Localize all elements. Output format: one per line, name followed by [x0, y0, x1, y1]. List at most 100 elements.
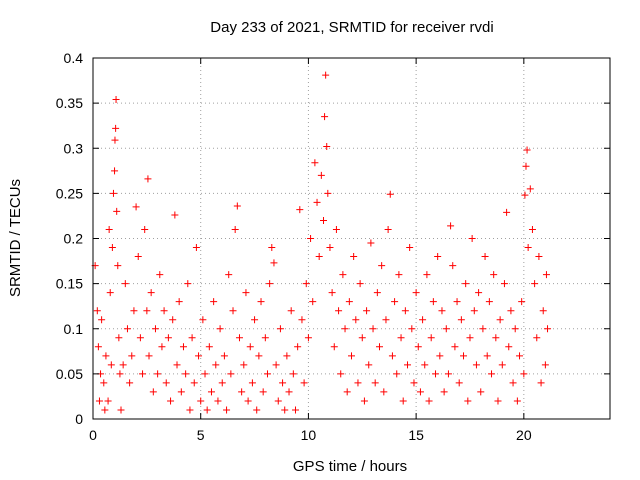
- data-point: [399, 397, 407, 405]
- data-point: [203, 406, 211, 414]
- data-point: [541, 361, 549, 369]
- y-tick-label: 0.25: [56, 185, 83, 201]
- data-point: [393, 370, 401, 378]
- grid-lines: [93, 58, 610, 419]
- data-point: [410, 379, 418, 387]
- y-tick-label: 0.1: [64, 321, 84, 337]
- data-point: [322, 71, 330, 79]
- data-point: [356, 280, 364, 288]
- data-point: [154, 370, 162, 378]
- data-point: [457, 316, 465, 324]
- data-point: [483, 352, 491, 360]
- data-point: [160, 307, 168, 315]
- x-tick-label: 10: [301, 427, 317, 443]
- data-point: [432, 370, 440, 378]
- data-point: [526, 185, 534, 193]
- data-point: [464, 397, 472, 405]
- data-point: [319, 216, 327, 224]
- data-point: [380, 388, 388, 396]
- data-point: [384, 225, 392, 233]
- data-point: [321, 113, 329, 121]
- data-point: [369, 325, 377, 333]
- data-point: [382, 316, 390, 324]
- data-point: [223, 406, 231, 414]
- y-tick-label: 0.2: [64, 231, 84, 247]
- data-point: [324, 189, 332, 197]
- data-point: [242, 289, 250, 297]
- data-point: [350, 253, 358, 261]
- data-point: [296, 206, 304, 214]
- x-axis-title: GPS time / hours: [293, 458, 407, 475]
- data-point: [505, 343, 513, 351]
- data-point: [144, 175, 152, 183]
- data-point: [444, 370, 452, 378]
- data-point: [449, 262, 457, 270]
- data-point: [528, 225, 536, 233]
- data-point: [101, 406, 109, 414]
- data-point: [300, 379, 308, 387]
- data-point: [539, 307, 547, 315]
- data-point: [283, 352, 291, 360]
- data-point: [179, 343, 187, 351]
- data-point: [509, 379, 517, 387]
- data-point: [126, 379, 134, 387]
- data-point: [207, 388, 215, 396]
- data-point: [94, 343, 102, 351]
- data-point: [330, 343, 338, 351]
- y-tick-label: 0.3: [64, 140, 84, 156]
- data-point: [404, 361, 412, 369]
- data-point: [468, 235, 476, 242]
- data-point: [139, 370, 147, 378]
- data-point: [285, 388, 293, 396]
- data-point: [537, 379, 545, 387]
- y-axis-title: SRMTID / TECUs: [7, 179, 24, 297]
- data-point: [210, 298, 218, 306]
- data-point: [337, 370, 345, 378]
- data-point: [108, 244, 116, 252]
- data-point: [272, 361, 280, 369]
- data-point: [116, 370, 124, 378]
- axis-ticks: 0 5 10 15 20 0 0.05 0.1 0.15 0.2 0.25 0.3 0.35 0.4: [56, 50, 610, 443]
- y-tick-label: 0.4: [64, 50, 84, 66]
- data-point: [419, 316, 427, 324]
- data-point: [111, 136, 119, 144]
- data-point: [348, 352, 355, 360]
- data-point: [289, 370, 297, 378]
- data-point: [367, 239, 375, 247]
- data-point: [167, 397, 175, 405]
- data-point: [162, 379, 170, 387]
- x-tick-label: 20: [516, 427, 532, 443]
- data-point: [251, 316, 259, 324]
- data-point: [358, 334, 366, 342]
- data-point: [151, 325, 159, 333]
- x-tick-label: 15: [408, 427, 424, 443]
- data-point: [190, 379, 198, 387]
- data-point: [309, 298, 317, 306]
- data-point: [106, 289, 114, 297]
- y-tick-label: 0: [75, 411, 83, 427]
- data-point: [481, 253, 489, 261]
- data-point: [492, 334, 500, 342]
- data-point: [542, 271, 550, 279]
- data-point: [304, 334, 312, 342]
- data-point: [477, 388, 485, 396]
- data-point: [442, 325, 450, 333]
- data-point: [259, 388, 267, 396]
- data-point: [378, 262, 386, 270]
- data-point: [238, 388, 246, 396]
- data-point: [199, 316, 207, 324]
- data-point: [195, 352, 203, 360]
- data-point: [298, 316, 306, 324]
- data-point: [406, 244, 414, 252]
- data-point: [488, 370, 496, 378]
- data-point: [128, 352, 136, 360]
- data-point: [212, 361, 220, 369]
- data-point: [270, 259, 278, 267]
- data-point: [192, 244, 200, 252]
- data-point: [95, 397, 103, 405]
- data-point: [523, 146, 531, 154]
- data-point: [395, 271, 403, 279]
- data-point: [274, 397, 282, 405]
- data-point: [363, 307, 371, 315]
